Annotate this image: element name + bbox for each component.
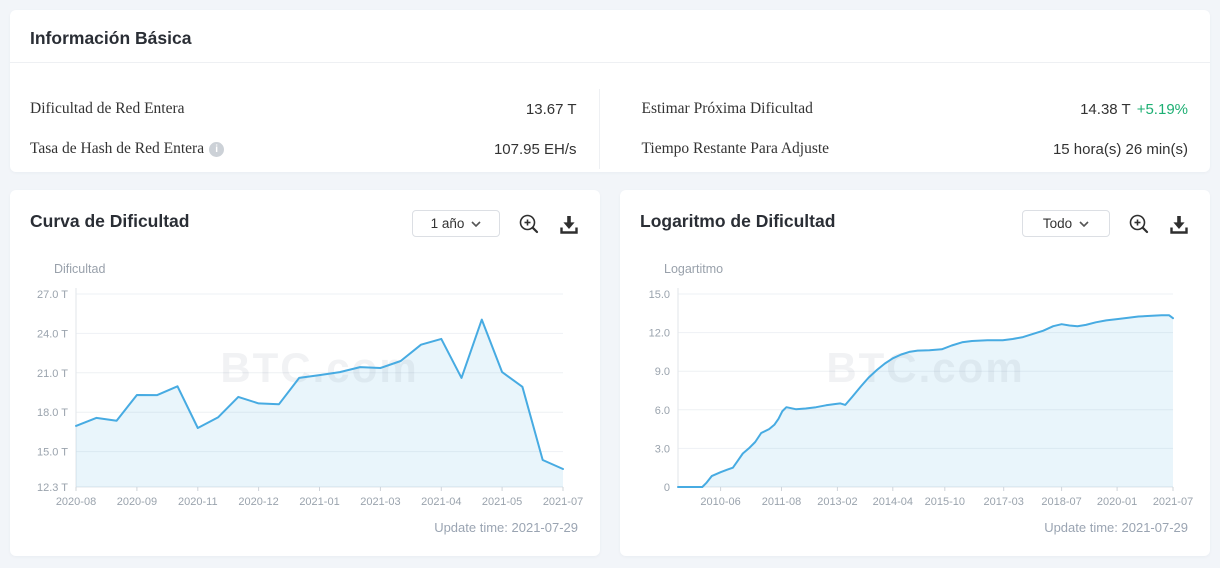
range-selector-label: Todo bbox=[1042, 216, 1073, 231]
stat-delta: +5.19% bbox=[1136, 100, 1188, 118]
svg-text:2021-07: 2021-07 bbox=[1153, 496, 1193, 508]
download-button[interactable] bbox=[558, 213, 580, 235]
y-axis-label: Logartitmo bbox=[664, 262, 724, 276]
zoom-in-icon bbox=[519, 214, 539, 233]
stat-row: Tiempo Restante Para Adjuste 15 hora(s) … bbox=[642, 129, 1189, 169]
svg-text:2020-11: 2020-11 bbox=[178, 496, 218, 508]
stats-grid: Dificultad de Red Entera 13.67 T Tasa de… bbox=[10, 63, 1210, 169]
stat-label-text: Tasa de Hash de Red Entera bbox=[30, 140, 205, 157]
charts-row: Curva de Dificultad 1 año bbox=[10, 190, 1210, 556]
stat-value: 13.67 T bbox=[525, 100, 577, 118]
svg-text:2020-01: 2020-01 bbox=[1097, 496, 1137, 508]
zoom-in-button[interactable] bbox=[1128, 213, 1150, 235]
svg-text:2020-12: 2020-12 bbox=[238, 496, 278, 508]
download-icon bbox=[1170, 215, 1188, 234]
chart-svg: 27.0 T 24.0 T 21.0 T 18.0 T 15.0 T 12.3 T BTC.… bbox=[37, 288, 583, 508]
range-selector-label: 1 año bbox=[430, 216, 465, 231]
download-icon bbox=[560, 215, 578, 234]
info-icon[interactable]: i bbox=[209, 141, 225, 157]
svg-text:2021-04: 2021-04 bbox=[421, 496, 461, 508]
svg-text:12.3 T: 12.3 T bbox=[37, 482, 68, 494]
difficulty-curve-chart[interactable]: 27.0 T 24.0 T 21.0 T 18.0 T 15.0 T 12.3 T BTC.… bbox=[28, 278, 594, 514]
svg-text:2015-10: 2015-10 bbox=[925, 496, 965, 508]
svg-text:9.0: 9.0 bbox=[655, 366, 670, 378]
svg-text:2018-07: 2018-07 bbox=[1041, 496, 1081, 508]
svg-text:2020-09: 2020-09 bbox=[117, 496, 157, 508]
svg-text:2010-06: 2010-06 bbox=[700, 496, 740, 508]
y-axis-label: Dificultad bbox=[54, 262, 106, 276]
card-title: Información Básica bbox=[10, 10, 1210, 63]
svg-text:15.0 T: 15.0 T bbox=[37, 447, 68, 459]
stat-label: Dificultad de Red Entera bbox=[30, 100, 185, 117]
chart-title: Logaritmo de Dificultad bbox=[640, 211, 836, 231]
stat-value: 107.95 EH/s bbox=[493, 140, 577, 158]
difficulty-log-card: Logaritmo de Dificultad Todo bbox=[620, 190, 1210, 556]
svg-text:21.0 T: 21.0 T bbox=[37, 368, 68, 380]
svg-text:2021-07: 2021-07 bbox=[543, 496, 583, 508]
stat-label: Estimar Próxima Dificultad bbox=[641, 100, 813, 117]
svg-text:24.0 T: 24.0 T bbox=[37, 328, 68, 340]
chevron-down-icon bbox=[471, 220, 481, 227]
update-time: Update time: 2021-07-29 bbox=[1044, 520, 1188, 535]
svg-text:18.0 T: 18.0 T bbox=[37, 407, 68, 419]
svg-text:2013-02: 2013-02 bbox=[817, 496, 857, 508]
svg-text:12.0: 12.0 bbox=[649, 328, 670, 340]
chart-controls: Todo bbox=[1022, 210, 1190, 237]
chart-controls: 1 año bbox=[412, 210, 580, 237]
svg-text:2021-05: 2021-05 bbox=[482, 496, 522, 508]
svg-text:27.0 T: 27.0 T bbox=[37, 289, 68, 301]
range-selector[interactable]: 1 año bbox=[412, 210, 500, 237]
difficulty-curve-card: Curva de Dificultad 1 año bbox=[10, 190, 600, 556]
update-time: Update time: 2021-07-29 bbox=[434, 520, 578, 535]
svg-text:2021-01: 2021-01 bbox=[299, 496, 339, 508]
svg-text:BTC.com: BTC.com bbox=[220, 344, 418, 391]
stat-label: Tasa de Hash de Red Entera i bbox=[30, 140, 225, 158]
zoom-in-icon bbox=[1129, 214, 1149, 233]
chart-svg: 15.0 12.0 9.0 6.0 3.0 0 BTC.com 2010-06 2011-08 2… bbox=[649, 288, 1193, 508]
chart-title: Curva de Dificultad bbox=[30, 211, 190, 231]
stats-right-column: Estimar Próxima Dificultad 14.38 T +5.19%… bbox=[598, 89, 1211, 169]
download-button[interactable] bbox=[1168, 213, 1190, 235]
stat-row: Tasa de Hash de Red Entera i 107.95 EH/s bbox=[30, 129, 577, 169]
difficulty-log-chart[interactable]: 15.0 12.0 9.0 6.0 3.0 0 BTC.com 2010-06 2011-08 2… bbox=[638, 278, 1204, 514]
stat-row: Estimar Próxima Dificultad 14.38 T +5.19% bbox=[642, 89, 1189, 129]
svg-text:2011-08: 2011-08 bbox=[762, 496, 802, 508]
stat-label: Tiempo Restante Para Adjuste bbox=[641, 140, 830, 157]
svg-text:3.0: 3.0 bbox=[655, 443, 670, 455]
chevron-down-icon bbox=[1079, 220, 1089, 227]
stat-row: Dificultad de Red Entera 13.67 T bbox=[30, 89, 577, 129]
svg-text:15.0: 15.0 bbox=[649, 289, 670, 301]
svg-text:2014-04: 2014-04 bbox=[873, 496, 913, 508]
stat-value: 15 hora(s) 26 min(s) bbox=[1052, 140, 1188, 158]
info-basic-card: Información Básica Dificultad de Red Ent… bbox=[10, 10, 1210, 172]
svg-text:2017-03: 2017-03 bbox=[984, 496, 1024, 508]
svg-text:2020-08: 2020-08 bbox=[56, 496, 96, 508]
stat-value-number: 14.38 T bbox=[1080, 100, 1131, 118]
zoom-in-button[interactable] bbox=[518, 213, 540, 235]
range-selector[interactable]: Todo bbox=[1022, 210, 1110, 237]
stat-value: 14.38 T +5.19% bbox=[1080, 101, 1188, 118]
svg-text:BTC.com: BTC.com bbox=[826, 344, 1024, 391]
svg-text:0: 0 bbox=[664, 482, 670, 494]
svg-text:2021-03: 2021-03 bbox=[360, 496, 400, 508]
svg-text:6.0: 6.0 bbox=[655, 405, 670, 417]
stats-left-column: Dificultad de Red Entera 13.67 T Tasa de… bbox=[10, 89, 599, 169]
